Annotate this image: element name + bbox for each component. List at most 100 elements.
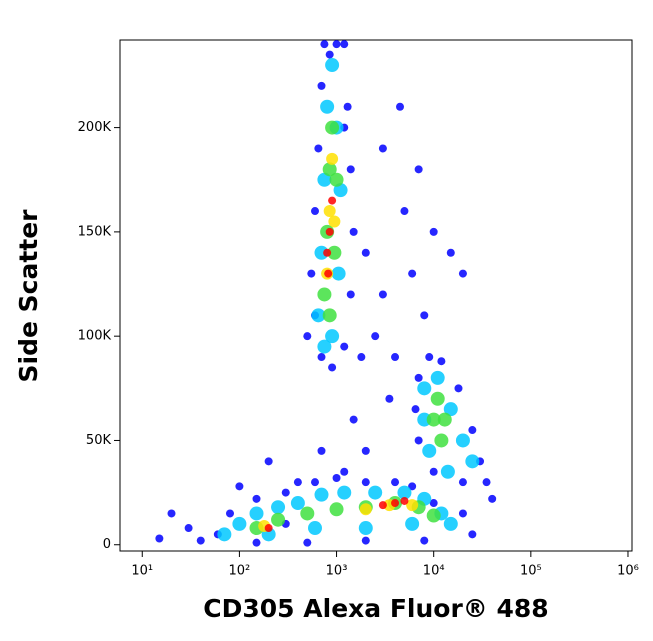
point [320, 99, 335, 114]
point [331, 266, 346, 281]
point [303, 538, 312, 547]
point [337, 485, 352, 500]
point [322, 162, 337, 177]
point [349, 227, 358, 236]
point [391, 353, 400, 362]
x-tick-label: 10¹ [131, 564, 153, 579]
point [420, 311, 429, 320]
point [346, 290, 355, 299]
point [322, 308, 337, 323]
point [385, 394, 394, 403]
point [249, 506, 264, 521]
point [343, 102, 352, 111]
point [307, 521, 322, 536]
point [310, 207, 319, 216]
x-axis-title: CD305 Alexa Fluor® 488 [203, 594, 548, 623]
point [264, 524, 273, 533]
point [264, 457, 273, 466]
point [328, 196, 337, 205]
point [324, 269, 333, 278]
point [446, 248, 455, 257]
point [434, 433, 449, 448]
point [396, 102, 405, 111]
point [225, 509, 234, 518]
point [408, 269, 417, 278]
point [314, 487, 329, 502]
point [391, 478, 400, 487]
point [290, 496, 305, 511]
point [400, 496, 409, 505]
point [217, 527, 232, 542]
point [468, 530, 477, 539]
point [329, 502, 344, 517]
point [323, 248, 332, 257]
point [482, 478, 491, 487]
point [400, 207, 409, 216]
point [420, 536, 429, 545]
point [429, 499, 438, 508]
point [300, 506, 315, 521]
point [414, 436, 423, 445]
point [317, 172, 332, 187]
x-tick-label: 10³ [326, 564, 348, 579]
point [455, 433, 470, 448]
point [325, 227, 334, 236]
point [429, 227, 438, 236]
point [167, 509, 176, 518]
point [426, 412, 441, 427]
y-tick-label: 100K [78, 329, 112, 344]
y-axis-title: Side Scatter [14, 209, 43, 383]
point [303, 332, 312, 341]
point [405, 516, 420, 531]
point [465, 454, 480, 469]
point [232, 516, 247, 531]
point [317, 287, 332, 302]
point [437, 412, 452, 427]
point [317, 339, 332, 354]
point [349, 415, 358, 424]
point [293, 478, 302, 487]
point [328, 363, 337, 372]
point [408, 482, 417, 491]
point [271, 512, 286, 527]
point [310, 478, 319, 487]
point [325, 50, 334, 59]
point [454, 384, 463, 393]
point [281, 488, 290, 497]
point [155, 534, 164, 543]
point [271, 500, 286, 515]
point [378, 290, 387, 299]
point [391, 499, 400, 508]
point [361, 446, 370, 455]
point [406, 499, 419, 512]
point [235, 482, 244, 491]
point [196, 536, 205, 545]
point [378, 501, 387, 510]
point [429, 467, 438, 476]
y-tick-label: 200K [78, 120, 112, 135]
point [317, 81, 326, 90]
point [332, 474, 341, 482]
point [371, 332, 380, 341]
point [307, 269, 316, 278]
point [332, 40, 341, 49]
point [458, 269, 467, 278]
x-tick-label: 10² [229, 564, 251, 579]
point [252, 494, 261, 503]
point [361, 248, 370, 257]
point [329, 172, 344, 187]
point [357, 353, 366, 362]
point [430, 391, 445, 406]
point [414, 165, 423, 174]
plot-frame [119, 39, 633, 552]
point [422, 443, 437, 458]
point [252, 538, 261, 547]
point [325, 58, 340, 73]
point [323, 205, 336, 218]
y-tick-label: 50K [86, 433, 112, 448]
point [417, 381, 432, 396]
point [411, 405, 420, 414]
point [414, 373, 423, 382]
point [426, 508, 441, 523]
